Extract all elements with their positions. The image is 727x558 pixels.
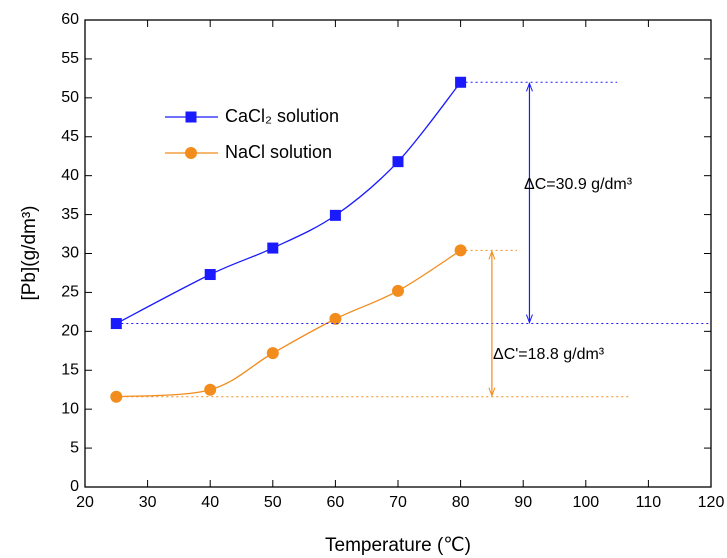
y-tick-label: 15 [61, 361, 79, 378]
y-tick-label: 20 [61, 323, 79, 340]
plot-frame [84, 19, 712, 488]
annotation: ΔC=30.9 g/dm³ [524, 176, 633, 193]
x-tick-label: 30 [139, 494, 157, 511]
y-axis-label: [Pb](g/dm³) [19, 205, 40, 300]
arrow-head [488, 387, 496, 398]
x-tick-label: 40 [201, 494, 219, 511]
x-tick-label: 70 [389, 494, 407, 511]
x-tick-label: 80 [452, 494, 470, 511]
legend-label: CaCl₂ solution [225, 106, 339, 126]
legend-marker [185, 111, 197, 123]
x-tick-label: 20 [76, 494, 94, 511]
y-tick-label: 30 [61, 245, 79, 262]
y-tick-label: 55 [61, 50, 79, 67]
y-tick-label: 10 [61, 400, 79, 417]
data-point [267, 242, 279, 254]
data-point [392, 156, 404, 168]
x-tick-label: 100 [572, 494, 599, 511]
legend-label: NaCl solution [225, 142, 332, 162]
x-tick-label: 120 [698, 494, 725, 511]
series-line [115, 81, 462, 325]
y-tick-label: 25 [61, 284, 79, 301]
arrow-head [525, 81, 533, 92]
data-point [329, 209, 341, 221]
data-point [329, 312, 342, 325]
x-tick-label: 110 [636, 494, 662, 511]
y-tick-label: 60 [61, 11, 79, 28]
y-tick-label: 5 [70, 439, 79, 456]
data-point [392, 284, 404, 297]
data-point [266, 347, 279, 360]
legend-marker [185, 147, 197, 159]
x-tick-label: 50 [264, 494, 282, 511]
annotation: ΔC'=18.8 g/dm³ [493, 346, 605, 363]
y-tick-label: 50 [61, 89, 79, 106]
y-tick-label: 35 [61, 206, 79, 223]
data-point [204, 269, 216, 281]
y-tick-label: 45 [61, 128, 79, 145]
arrow-head [488, 249, 496, 260]
arrow-head [525, 314, 533, 324]
y-tick-label: 0 [70, 478, 79, 495]
x-tick-label: 90 [514, 494, 532, 511]
data-point [204, 383, 217, 396]
x-tick-label: 60 [327, 494, 345, 511]
x-axis-label: Temperature (℃) [325, 535, 471, 556]
y-tick-label: 40 [61, 167, 79, 184]
